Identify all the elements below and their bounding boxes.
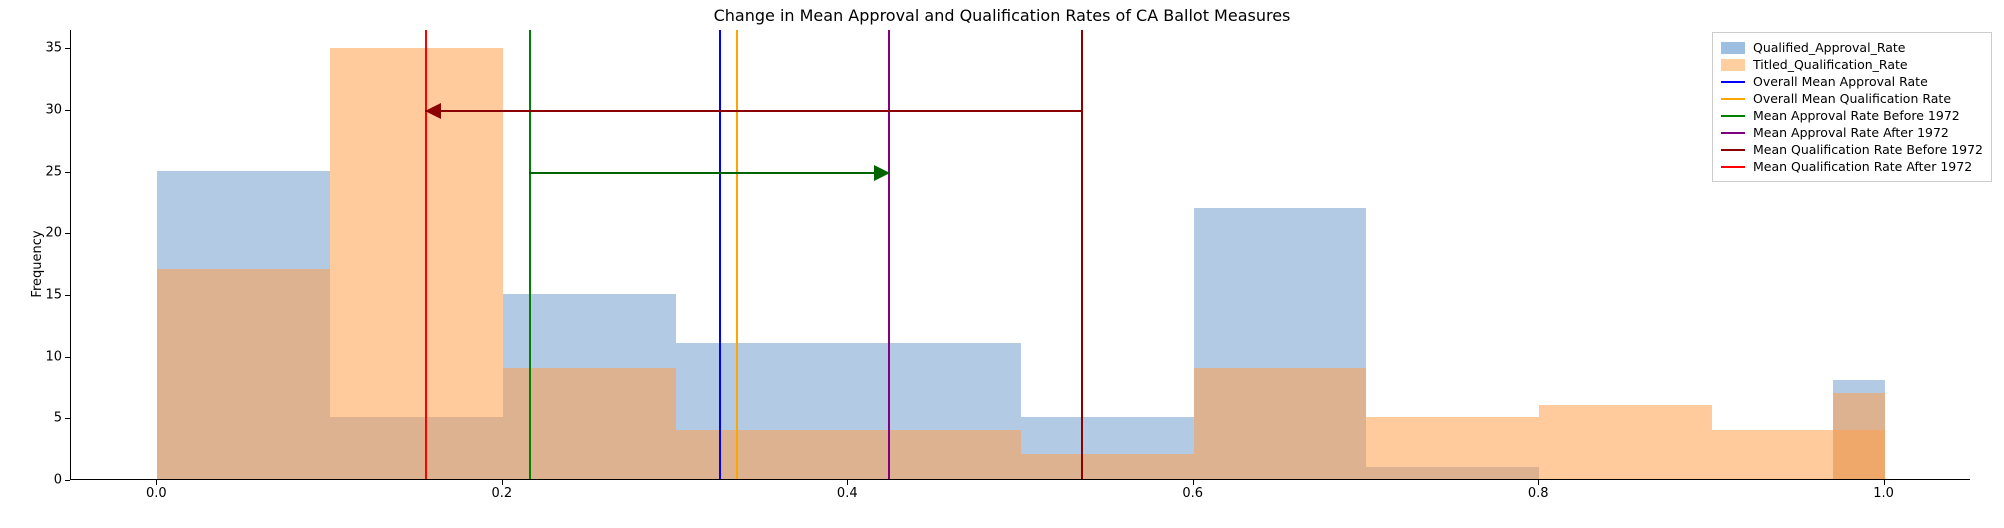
legend-item: Qualified_Approval_Rate [1721,39,1983,56]
y-tick-label: 30 [45,103,62,118]
y-tick-label: 0 [54,473,62,488]
legend-swatch [1721,42,1745,54]
y-tick-label: 35 [45,41,62,56]
arrow [529,172,888,174]
legend-label: Overall Mean Approval Rate [1753,74,1928,89]
legend-label: Mean Qualification Rate Before 1972 [1753,142,1983,157]
histogram-bar [848,430,1021,479]
x-tick-label: 0.0 [146,486,167,501]
histogram-bar [1539,405,1712,479]
legend-item: Overall Mean Approval Rate [1721,73,1983,90]
legend-item: Titled_Qualification_Rate [1721,56,1983,73]
legend-swatch [1721,59,1745,71]
x-tick-label: 0.8 [1528,486,1549,501]
legend-line [1721,132,1745,134]
y-tick-label: 10 [45,349,62,364]
vline [529,30,531,479]
legend-item: Mean Qualification Rate After 1972 [1721,158,1983,175]
legend-line [1721,115,1745,117]
y-axis-label: Frequency [30,230,45,297]
histogram-bar [1833,393,1885,479]
legend-line [1721,81,1745,83]
legend-item: Overall Mean Qualification Rate [1721,90,1983,107]
legend-label: Mean Approval Rate After 1972 [1753,125,1949,140]
y-tick-label: 5 [54,411,62,426]
legend-item: Mean Qualification Rate Before 1972 [1721,141,1983,158]
legend-item: Mean Approval Rate Before 1972 [1721,107,1983,124]
arrow-head [874,165,890,181]
y-tick-label: 15 [45,288,62,303]
figure: Change in Mean Approval and Qualificatio… [0,0,2004,528]
legend-label: Overall Mean Qualification Rate [1753,91,1951,106]
legend-item: Mean Approval Rate After 1972 [1721,124,1983,141]
legend-line [1721,98,1745,100]
vline [425,30,427,479]
histogram-bar [676,430,849,479]
legend-label: Mean Approval Rate Before 1972 [1753,108,1960,123]
y-tick-label: 25 [45,164,62,179]
legend-label: Qualified_Approval_Rate [1753,40,1906,55]
legend-line [1721,149,1745,151]
legend-label: Mean Qualification Rate After 1972 [1753,159,1972,174]
vline [736,30,738,479]
histogram-bar [157,269,330,479]
histogram-bar [330,48,503,480]
histogram-bar [1366,417,1539,479]
legend-label: Titled_Qualification_Rate [1753,57,1908,72]
vline [1081,30,1083,479]
x-tick-label: 0.2 [491,486,512,501]
y-tick-label: 20 [45,226,62,241]
plot-area [70,30,1970,480]
histogram-bar [1021,454,1194,479]
x-tick-label: 1.0 [1873,486,1894,501]
vline [888,30,890,479]
arrow [425,110,1081,112]
x-tick-label: 0.6 [1182,486,1203,501]
vline [719,30,721,479]
arrow-head [425,103,441,119]
x-tick-label: 0.4 [837,486,858,501]
histogram-bar [1194,368,1367,479]
legend: Qualified_Approval_Rate Titled_Qualificat… [1712,32,1992,182]
chart-title: Change in Mean Approval and Qualificatio… [0,6,2004,25]
legend-line [1721,166,1745,168]
